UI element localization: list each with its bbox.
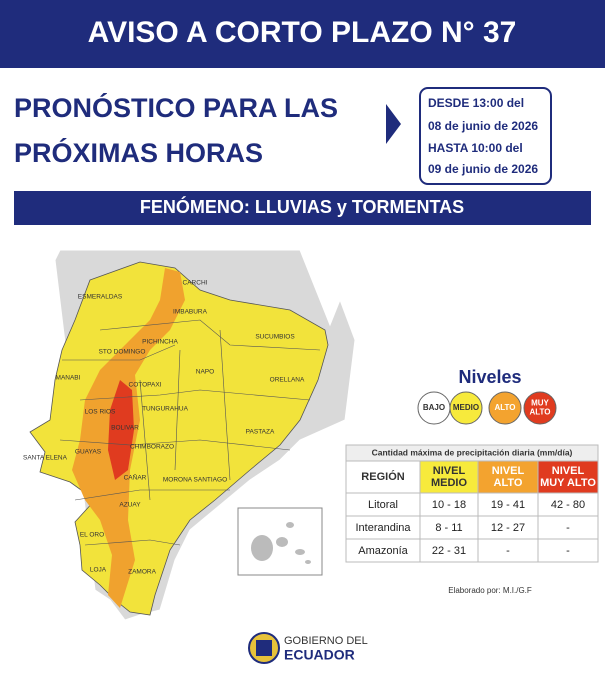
table-cell-text: 22 - 31 bbox=[432, 545, 466, 557]
province-label: EL ORO bbox=[80, 532, 104, 539]
province-label: IMBABURA bbox=[173, 309, 208, 316]
province-label: CARCHI bbox=[183, 280, 208, 287]
table-header-cell bbox=[419, 460, 479, 494]
province-label: CHIMBORAZO bbox=[130, 444, 174, 451]
table-cell-text: - bbox=[566, 545, 570, 557]
level-label: ALTO bbox=[529, 408, 550, 417]
table-header: MUY ALTO bbox=[540, 477, 596, 489]
phenomenon-band bbox=[14, 191, 591, 225]
province-label: COTOPAXI bbox=[129, 382, 162, 389]
level-swatch bbox=[488, 391, 522, 425]
arrow bbox=[386, 104, 401, 144]
level-swatch bbox=[523, 391, 557, 425]
province-label: SUCUMBIOS bbox=[255, 334, 295, 341]
table-header: NIVEL bbox=[492, 465, 525, 477]
table-cell-text: 12 - 27 bbox=[491, 522, 525, 534]
province-label: TUNGURAHUA bbox=[142, 406, 189, 413]
province-label: LOS RIOS bbox=[85, 409, 116, 416]
province-label: AZUAY bbox=[119, 502, 141, 509]
table-header-cell bbox=[477, 460, 539, 494]
table-cell-text: 10 - 18 bbox=[432, 499, 466, 511]
validity-box bbox=[419, 87, 552, 185]
table-cell bbox=[537, 538, 599, 563]
credit: Elaborado por: M.I./G.F bbox=[448, 586, 532, 595]
level-label: ALTO bbox=[494, 403, 515, 412]
validity-line: 09 de junio de 2026 bbox=[428, 162, 538, 176]
table-header: REGIÓN bbox=[361, 470, 404, 483]
forecast-title: PRONÓSTICO PARA LAS bbox=[14, 92, 338, 123]
footer-line: ECUADOR bbox=[284, 647, 355, 663]
legend-title: Niveles bbox=[458, 367, 521, 387]
province-label: ORELLANA bbox=[270, 377, 305, 384]
table-header: NIVEL bbox=[433, 465, 466, 477]
table-cell-text: 8 - 11 bbox=[435, 522, 462, 534]
header-band bbox=[0, 0, 605, 68]
table-cell-text: 19 - 41 bbox=[491, 499, 525, 511]
level-swatch bbox=[449, 391, 483, 425]
table-cell-text: Amazonía bbox=[358, 545, 408, 557]
province-label: PICHINCHA bbox=[142, 339, 178, 346]
level-label: MUY bbox=[531, 399, 549, 408]
table-header: NIVEL bbox=[552, 465, 585, 477]
table-header: MEDIO bbox=[431, 477, 468, 489]
map bbox=[29, 249, 356, 621]
validity-line: 08 de junio de 2026 bbox=[428, 119, 538, 133]
validity-line: HASTA 10:00 del bbox=[428, 141, 523, 155]
table-cell-text: Interandina bbox=[355, 522, 411, 534]
table-cell-text: - bbox=[506, 545, 510, 557]
phenomenon: FENÓMENO: LLUVIAS y TORMENTAS bbox=[140, 196, 464, 217]
province-label: BOLIVAR bbox=[111, 425, 139, 432]
province-label: MANABI bbox=[56, 375, 81, 382]
footer-line: GOBIERNO DEL bbox=[284, 635, 368, 647]
forecast-title: PRÓXIMAS HORAS bbox=[14, 137, 263, 168]
table-cell-text: Litoral bbox=[368, 499, 398, 511]
province-label: ZAMORA bbox=[128, 569, 156, 576]
province-label: SANTA ELENA bbox=[23, 455, 68, 462]
province-label: STO DOMINGO bbox=[99, 349, 146, 356]
province-label: MORONA SANTIAGO bbox=[163, 477, 227, 484]
level-label: BAJO bbox=[423, 403, 445, 412]
level-label: MEDIO bbox=[453, 403, 479, 412]
table-caption: Cantidad máxima de precipitación diaria … bbox=[372, 447, 573, 457]
province-label: LOJA bbox=[90, 567, 107, 574]
table-header-cell bbox=[345, 460, 421, 494]
validity-line: DESDE 13:00 del bbox=[428, 96, 524, 110]
province-label: GUAYAS bbox=[75, 449, 102, 456]
province-label: PASTAZA bbox=[246, 429, 275, 436]
header-title: AVISO A CORTO PLAZO N° 37 bbox=[88, 16, 517, 49]
red-zone bbox=[108, 380, 134, 480]
province-label: CAÑAR bbox=[124, 473, 147, 482]
table-header: ALTO bbox=[494, 477, 523, 489]
province-label: NAPO bbox=[196, 369, 214, 376]
table-cell-text: 42 - 80 bbox=[551, 499, 585, 511]
logo bbox=[248, 632, 280, 664]
table-cell-text: - bbox=[566, 522, 570, 534]
province-label: ESMERALDAS bbox=[78, 294, 123, 301]
